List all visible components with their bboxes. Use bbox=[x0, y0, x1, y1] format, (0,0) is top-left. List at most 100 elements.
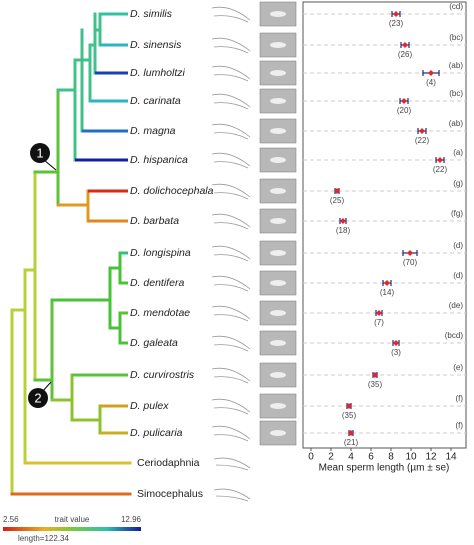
group-letter: (f) bbox=[455, 394, 463, 403]
x-tick-label: 0 bbox=[308, 452, 314, 463]
appendage-sketch bbox=[211, 425, 251, 442]
tip-label: D. dentifera bbox=[130, 277, 184, 289]
sample-size: (21) bbox=[344, 438, 359, 447]
point bbox=[402, 42, 408, 48]
appendage-sketch bbox=[211, 213, 251, 230]
x-tick-label: 12 bbox=[425, 452, 437, 463]
appendage-sketch bbox=[211, 275, 251, 292]
tip-label: D. hispanica bbox=[130, 154, 188, 166]
x-tick-label: 4 bbox=[348, 452, 354, 463]
point bbox=[407, 250, 413, 256]
x-tick-label: 2 bbox=[328, 452, 334, 463]
sperm-photo bbox=[259, 178, 297, 204]
sperm-cell bbox=[270, 70, 286, 76]
color-bar bbox=[3, 527, 141, 531]
node-label: 2 bbox=[34, 390, 41, 405]
legend-min: 2.56 bbox=[3, 515, 19, 524]
node-marker bbox=[30, 143, 50, 163]
sperm-cell bbox=[270, 430, 286, 436]
group-letter: (de) bbox=[449, 301, 464, 310]
node-pointer bbox=[43, 159, 57, 171]
sperm-cell bbox=[270, 340, 286, 346]
legend-max: 12.96 bbox=[121, 515, 142, 524]
branch bbox=[50, 373, 102, 435]
sperm-cell bbox=[270, 403, 286, 409]
tip-label: D. dolichocephala bbox=[130, 185, 214, 197]
appendage-sketch bbox=[211, 152, 251, 169]
x-tick-label: 10 bbox=[405, 452, 417, 463]
point bbox=[340, 218, 346, 224]
point bbox=[372, 372, 378, 378]
group-letter: (bc) bbox=[449, 33, 463, 42]
tips: D. similis D. sinensis D. lumholtzi D. cari… bbox=[72, 8, 214, 500]
sperm-cell bbox=[270, 310, 286, 316]
legend: 2.56 trait value 12.96 length=122.34 bbox=[3, 515, 142, 543]
point bbox=[419, 128, 425, 134]
x-tick-label: 6 bbox=[368, 452, 374, 463]
sperm-cell bbox=[270, 250, 286, 256]
branch bbox=[56, 12, 102, 162]
x-tick-label: 14 bbox=[445, 452, 457, 463]
sperm-cell bbox=[270, 157, 286, 163]
appendage-sketch bbox=[211, 65, 251, 82]
point bbox=[437, 157, 443, 163]
tip-label: D. sinensis bbox=[130, 39, 182, 51]
sample-size: (22) bbox=[433, 165, 448, 174]
sample-size: (7) bbox=[374, 318, 384, 327]
tip-label: D. curvirostris bbox=[130, 369, 195, 381]
point bbox=[348, 430, 354, 436]
sperm-cell bbox=[270, 188, 286, 194]
sperm-photo bbox=[259, 330, 297, 356]
group-letter: (cd) bbox=[449, 2, 463, 11]
group-letter: (ab) bbox=[449, 61, 464, 70]
sample-size: (20) bbox=[397, 106, 412, 115]
sample-size: (18) bbox=[336, 226, 351, 235]
tip-label: D. galeata bbox=[130, 337, 178, 349]
appendage-sketch bbox=[211, 245, 251, 262]
x-tick-label: 8 bbox=[388, 452, 394, 463]
point bbox=[334, 188, 340, 194]
tip-label: D. carinata bbox=[130, 95, 181, 107]
tip-label: D. longispina bbox=[130, 247, 191, 259]
appendage-sketch bbox=[211, 305, 251, 322]
plot-frame bbox=[302, 1, 467, 449]
sperm-cell bbox=[270, 42, 286, 48]
tip-label: D. pulex bbox=[130, 400, 169, 412]
group-letter: (ab) bbox=[449, 119, 464, 128]
sample-size: (35) bbox=[342, 411, 357, 420]
group-letter: (g) bbox=[453, 179, 463, 188]
tip-label: D. barbata bbox=[130, 215, 179, 227]
sperm-cell bbox=[270, 98, 286, 104]
appendage-sketch bbox=[213, 488, 251, 502]
group-letter: (bcd) bbox=[445, 331, 464, 340]
appendage-sketch bbox=[211, 37, 251, 54]
group-letter: (d) bbox=[453, 241, 463, 250]
tip-label: D. mendotae bbox=[130, 307, 190, 319]
appendage-sketch bbox=[211, 183, 251, 200]
tip-label: D. similis bbox=[130, 8, 173, 20]
group-letter: (fg) bbox=[451, 209, 463, 218]
appendage-sketch bbox=[211, 335, 251, 352]
group-letter: (d) bbox=[453, 271, 463, 280]
group-letter: (a) bbox=[453, 148, 463, 157]
node-marker bbox=[28, 388, 48, 408]
branch bbox=[33, 88, 60, 402]
sperm-cell bbox=[270, 11, 286, 17]
sample-size: (25) bbox=[330, 196, 345, 205]
branch bbox=[56, 189, 90, 223]
appendage-sketch bbox=[211, 6, 251, 23]
sperm-cell bbox=[270, 372, 286, 378]
sample-size: (26) bbox=[398, 50, 413, 59]
sample-size: (35) bbox=[368, 380, 383, 389]
point bbox=[428, 70, 434, 76]
sample-size: (3) bbox=[391, 348, 401, 357]
appendage-sketch bbox=[211, 123, 251, 140]
group-letter: (bc) bbox=[449, 89, 463, 98]
group-letter: (f) bbox=[455, 421, 463, 430]
images bbox=[211, 1, 297, 502]
point bbox=[376, 310, 382, 316]
tree: D. similis D. sinensis D. lumholtzi D. cari… bbox=[10, 8, 214, 500]
sample-size: (22) bbox=[415, 136, 430, 145]
tip-label: D. magna bbox=[130, 125, 176, 137]
